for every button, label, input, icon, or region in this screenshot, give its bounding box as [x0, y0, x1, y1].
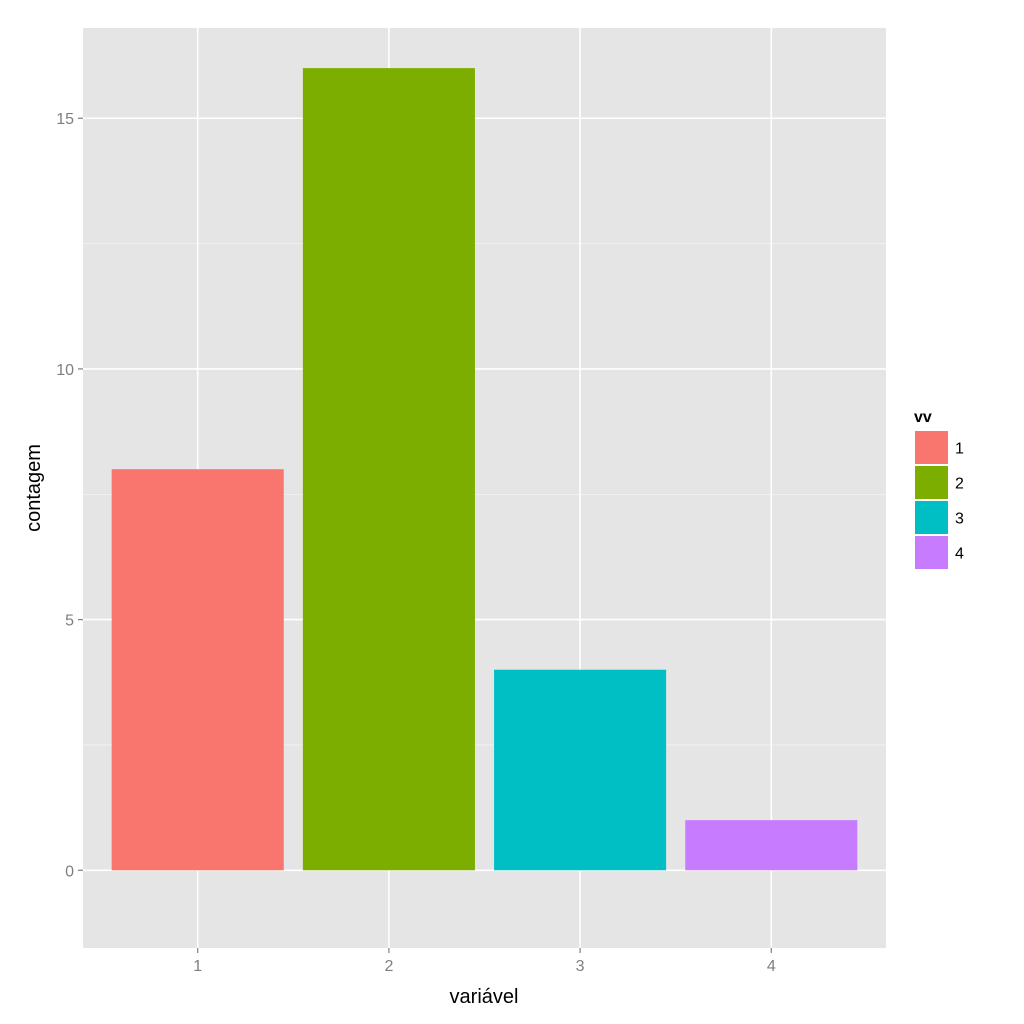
- bar-3: [494, 669, 667, 871]
- legend-label: 2: [955, 476, 964, 493]
- bars: [111, 68, 858, 871]
- y-axis-title: contagem: [23, 444, 45, 532]
- x-tick-label: 3: [576, 958, 585, 975]
- legend: vv 1 2 3 4: [914, 409, 964, 570]
- bar-2: [302, 68, 475, 871]
- legend-title: vv: [914, 409, 932, 426]
- legend-swatch-3: [914, 500, 949, 535]
- bar-1: [111, 469, 284, 871]
- x-axis: 1 2 3 4: [193, 948, 776, 975]
- y-tick-label: 10: [56, 362, 74, 379]
- legend-swatch-4: [914, 535, 949, 570]
- legend-label: 3: [955, 511, 964, 528]
- x-tick-label: 1: [193, 958, 202, 975]
- legend-label: 1: [955, 441, 964, 458]
- y-tick-label: 0: [65, 863, 74, 880]
- x-tick-label: 2: [384, 958, 393, 975]
- x-tick-label: 4: [767, 958, 776, 975]
- y-axis: 0 5 10 15: [56, 111, 83, 880]
- legend-swatch-2: [914, 465, 949, 500]
- legend-label: 4: [955, 546, 964, 563]
- legend-swatch-1: [914, 430, 949, 465]
- y-tick-label: 5: [65, 613, 74, 630]
- x-axis-title: variável: [450, 986, 519, 1008]
- bar-4: [685, 820, 858, 871]
- y-tick-label: 15: [56, 111, 74, 128]
